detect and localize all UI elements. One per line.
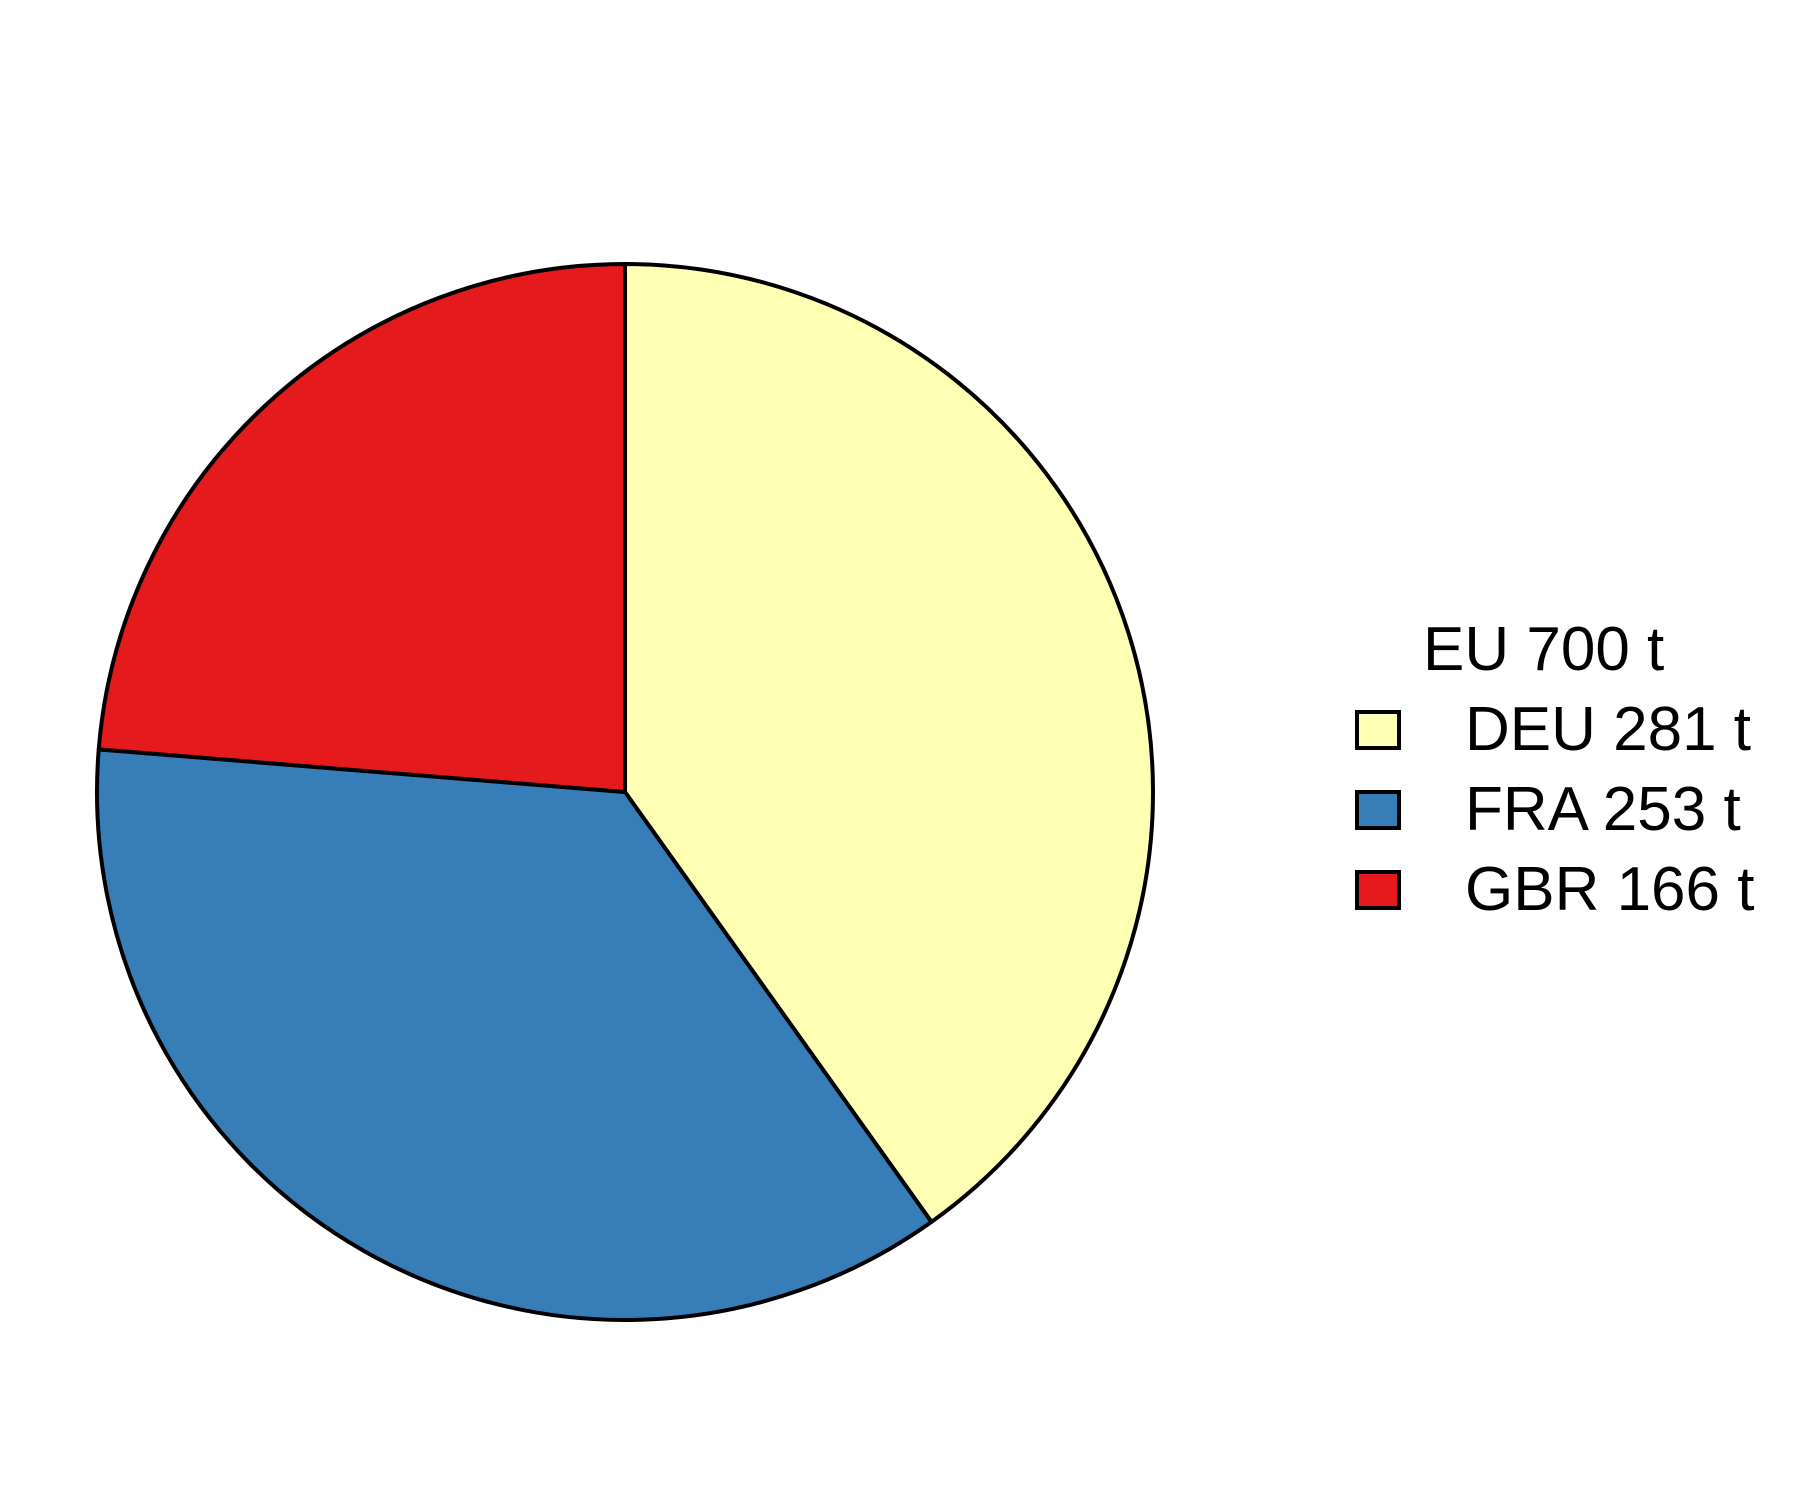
legend-swatch-fra [1355,790,1401,830]
legend-item-gbr: GBR 166 t [1355,850,1775,930]
legend-item-fra: FRA 253 t [1355,770,1775,850]
pie-slice-deu [623,262,1155,1224]
legend-label-fra: FRA 253 t [1465,775,1741,844]
legend-item-deu: DEU 281 t [1355,690,1775,770]
legend-label-deu: DEU 281 t [1465,695,1752,764]
pie-slice-gbr [96,262,627,794]
pie-slices [95,262,1155,1322]
pie-slice-fra [95,747,934,1322]
legend-swatch-deu [1355,710,1401,750]
legend-label-gbr: GBR 166 t [1465,855,1755,924]
legend-swatch-gbr [1355,870,1401,910]
legend-title: EU 700 t [1423,615,1665,684]
